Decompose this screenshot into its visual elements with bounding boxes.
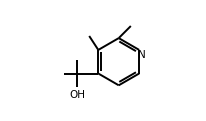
Text: N: N (138, 50, 146, 60)
Text: OH: OH (69, 90, 85, 100)
